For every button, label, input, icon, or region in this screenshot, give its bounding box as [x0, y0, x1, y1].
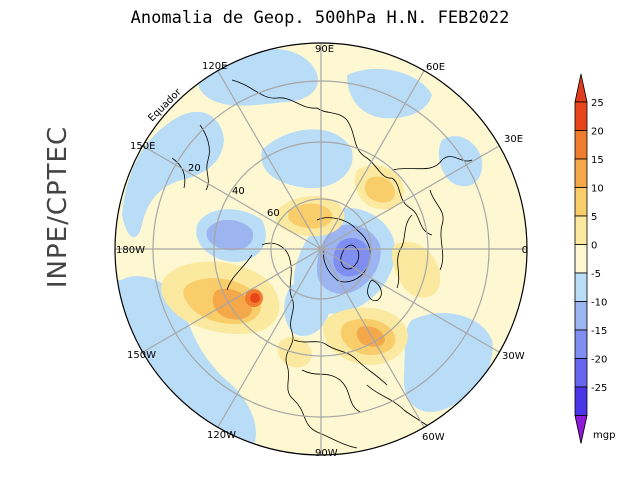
lat-label-60: 60: [267, 208, 280, 219]
lon-label-30e: 30E: [504, 134, 523, 145]
colorbar-segment: [574, 244, 588, 274]
colorbar-tick-label: 5: [591, 212, 597, 223]
colorbar-tick-label: 0: [591, 241, 597, 252]
colorbar-tick-label: 20: [591, 127, 604, 138]
colorbar-segment: [574, 301, 588, 331]
colorbar-segment: [574, 215, 588, 245]
lon-label-0: 0: [522, 245, 528, 256]
colorbar-segment: [574, 272, 588, 302]
lon-label-60e: 60E: [426, 62, 445, 73]
colorbar-segment: [574, 386, 588, 416]
colorbar-segment: [574, 130, 588, 160]
colorbar-segment: [574, 187, 588, 217]
colorbar-tick-label: -10: [591, 298, 607, 309]
colorbar-segment: [574, 329, 588, 359]
equator-circle: [114, 42, 528, 456]
lon-label-90w: 90W: [315, 448, 338, 458]
colorbar-tick-label: -20: [591, 355, 607, 366]
institution-label: INPE/CPTEC: [43, 125, 73, 289]
lat-label-20: 20: [188, 163, 201, 174]
lon-label-150e: 150E: [130, 141, 155, 152]
lon-label-90e: 90E: [315, 44, 334, 55]
colorbar: 25 20 15 10 5 0 -5 -10 -15 -20 -25 mgp: [574, 73, 615, 444]
lon-label-120w: 120W: [207, 430, 236, 441]
colorbar-tick-label: 25: [591, 98, 604, 109]
colorbar-tick-label: 15: [591, 155, 604, 166]
lon-label-150w: 150W: [127, 350, 156, 361]
chart-title: Anomalia de Geop. 500hPa H.N. FEB2022: [130, 8, 510, 28]
polar-map: 90E 60E 30E 0 30W 60W 90W 120W 150W 180W…: [114, 42, 528, 458]
colorbar-tick-label: -25: [591, 383, 607, 394]
lon-label-180w: 180W: [116, 245, 145, 256]
graticule: [115, 43, 527, 455]
colorbar-unit: mgp: [593, 430, 615, 441]
colorbar-tick-label: -5: [591, 269, 601, 280]
colorbar-top-arrow: [574, 73, 588, 103]
meridian-60w-120e: [217, 70, 425, 428]
colorbar-tick-label: -15: [591, 326, 607, 337]
colorbar-segment: [574, 158, 588, 188]
lat-label-40: 40: [232, 186, 245, 197]
colorbar-segment: [574, 101, 588, 131]
colorbar-tick-label: 10: [591, 184, 604, 195]
colorbar-bottom-arrow: [574, 415, 588, 444]
lon-label-60w: 60W: [422, 432, 445, 443]
lon-label-30w: 30W: [502, 351, 525, 362]
lon-label-120e: 120E: [202, 61, 227, 72]
colorbar-segment: [574, 358, 588, 388]
